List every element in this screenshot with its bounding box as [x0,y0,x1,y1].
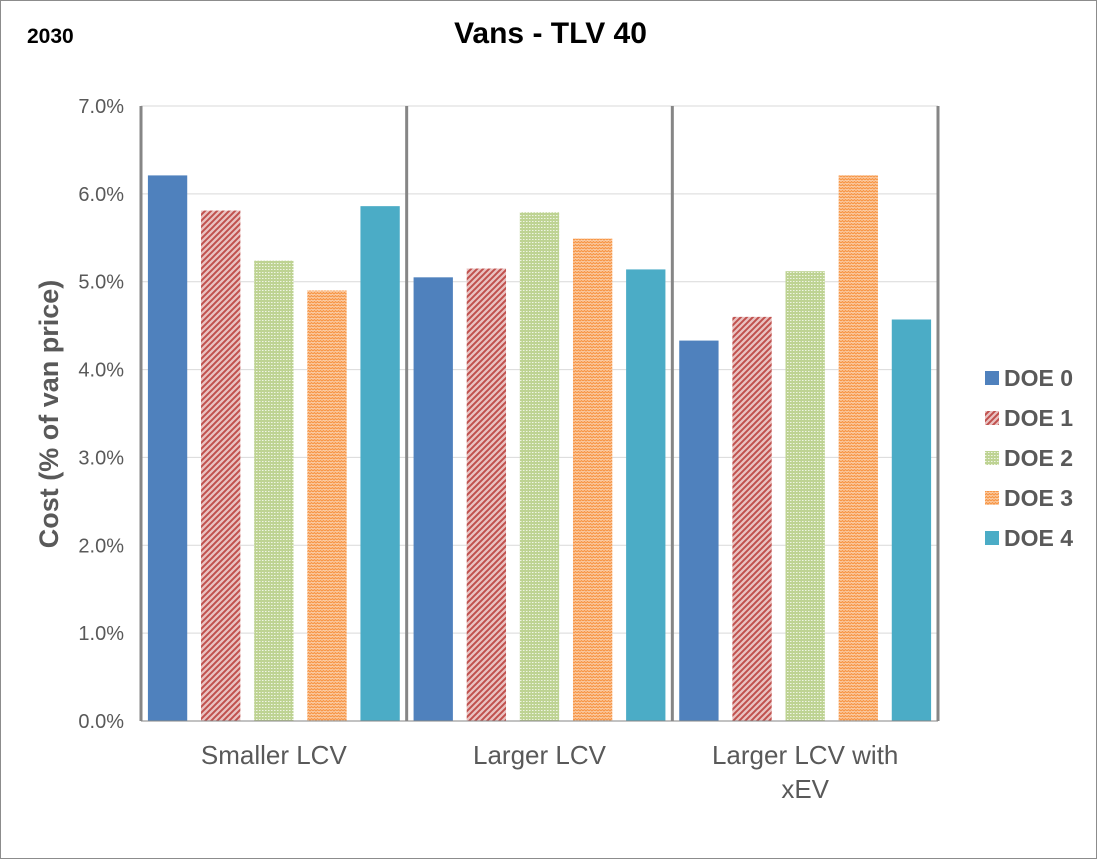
bar-doe-1-cat0 [201,210,241,722]
legend-label: DOE 4 [1004,525,1073,551]
bar-doe-4-cat0 [360,206,400,721]
y-axis-label: Cost (% of van price) [34,280,64,549]
bar-doe-3-cat2 [838,175,878,721]
y-tick-label: 4.0% [78,360,124,382]
bar-doe-2-cat0 [254,260,294,721]
bar-doe-4-cat1 [626,269,666,721]
legend-swatch [985,371,999,385]
legend-swatch [985,411,999,425]
bar-doe-3-cat1 [572,238,613,721]
y-tick-label: 5.0% [78,272,124,294]
x-tick-label: Larger LCV with [712,740,898,770]
legend-label: DOE 3 [1004,485,1073,511]
y-tick-label: 3.0% [78,447,124,469]
bar-doe-2-cat1 [519,212,560,722]
bar-doe-3-cat0 [307,290,347,721]
legend-label: DOE 0 [1004,365,1073,391]
x-tick-label: xEV [781,774,829,804]
axes [139,106,940,722]
bar-doe-1-cat1 [466,268,507,721]
x-tick-label: Larger LCV [473,740,607,770]
legend-swatch [985,531,999,545]
chart-title: Vans - TLV 40 [454,17,647,50]
x-axis-ticks: Smaller LCV Larger LCV Larger LCV with xEV [201,740,899,804]
bar-doe-0-cat2 [679,340,719,721]
y-tick-label: 7.0% [78,96,124,118]
y-tick-label: 6.0% [78,184,124,206]
legend: DOE 0 DOE 1 DOE 2 DOE 3 DOE 4 [985,365,1073,551]
legend-swatch [985,451,999,465]
y-tick-label: 2.0% [78,535,124,557]
bar-doe-4-cat2 [891,319,932,721]
y-tick-label: 1.0% [78,623,124,645]
y-tick-label: 0.0% [78,711,124,733]
bar-doe-2-cat2 [785,271,825,721]
y-axis-ticks: 0.0% 1.0% 2.0% 3.0% 4.0% 5.0% 6.0% 7.0% [78,96,124,733]
bar-doe-0-cat0 [147,175,188,721]
bar-doe-0-cat1 [413,277,453,721]
legend-label: DOE 1 [1004,405,1073,431]
year-label: 2030 [27,25,74,48]
legend-swatch [985,491,999,505]
legend-label: DOE 2 [1004,445,1073,471]
x-tick-label: Smaller LCV [201,740,348,770]
bars [147,175,932,722]
bar-doe-1-cat2 [732,316,772,721]
